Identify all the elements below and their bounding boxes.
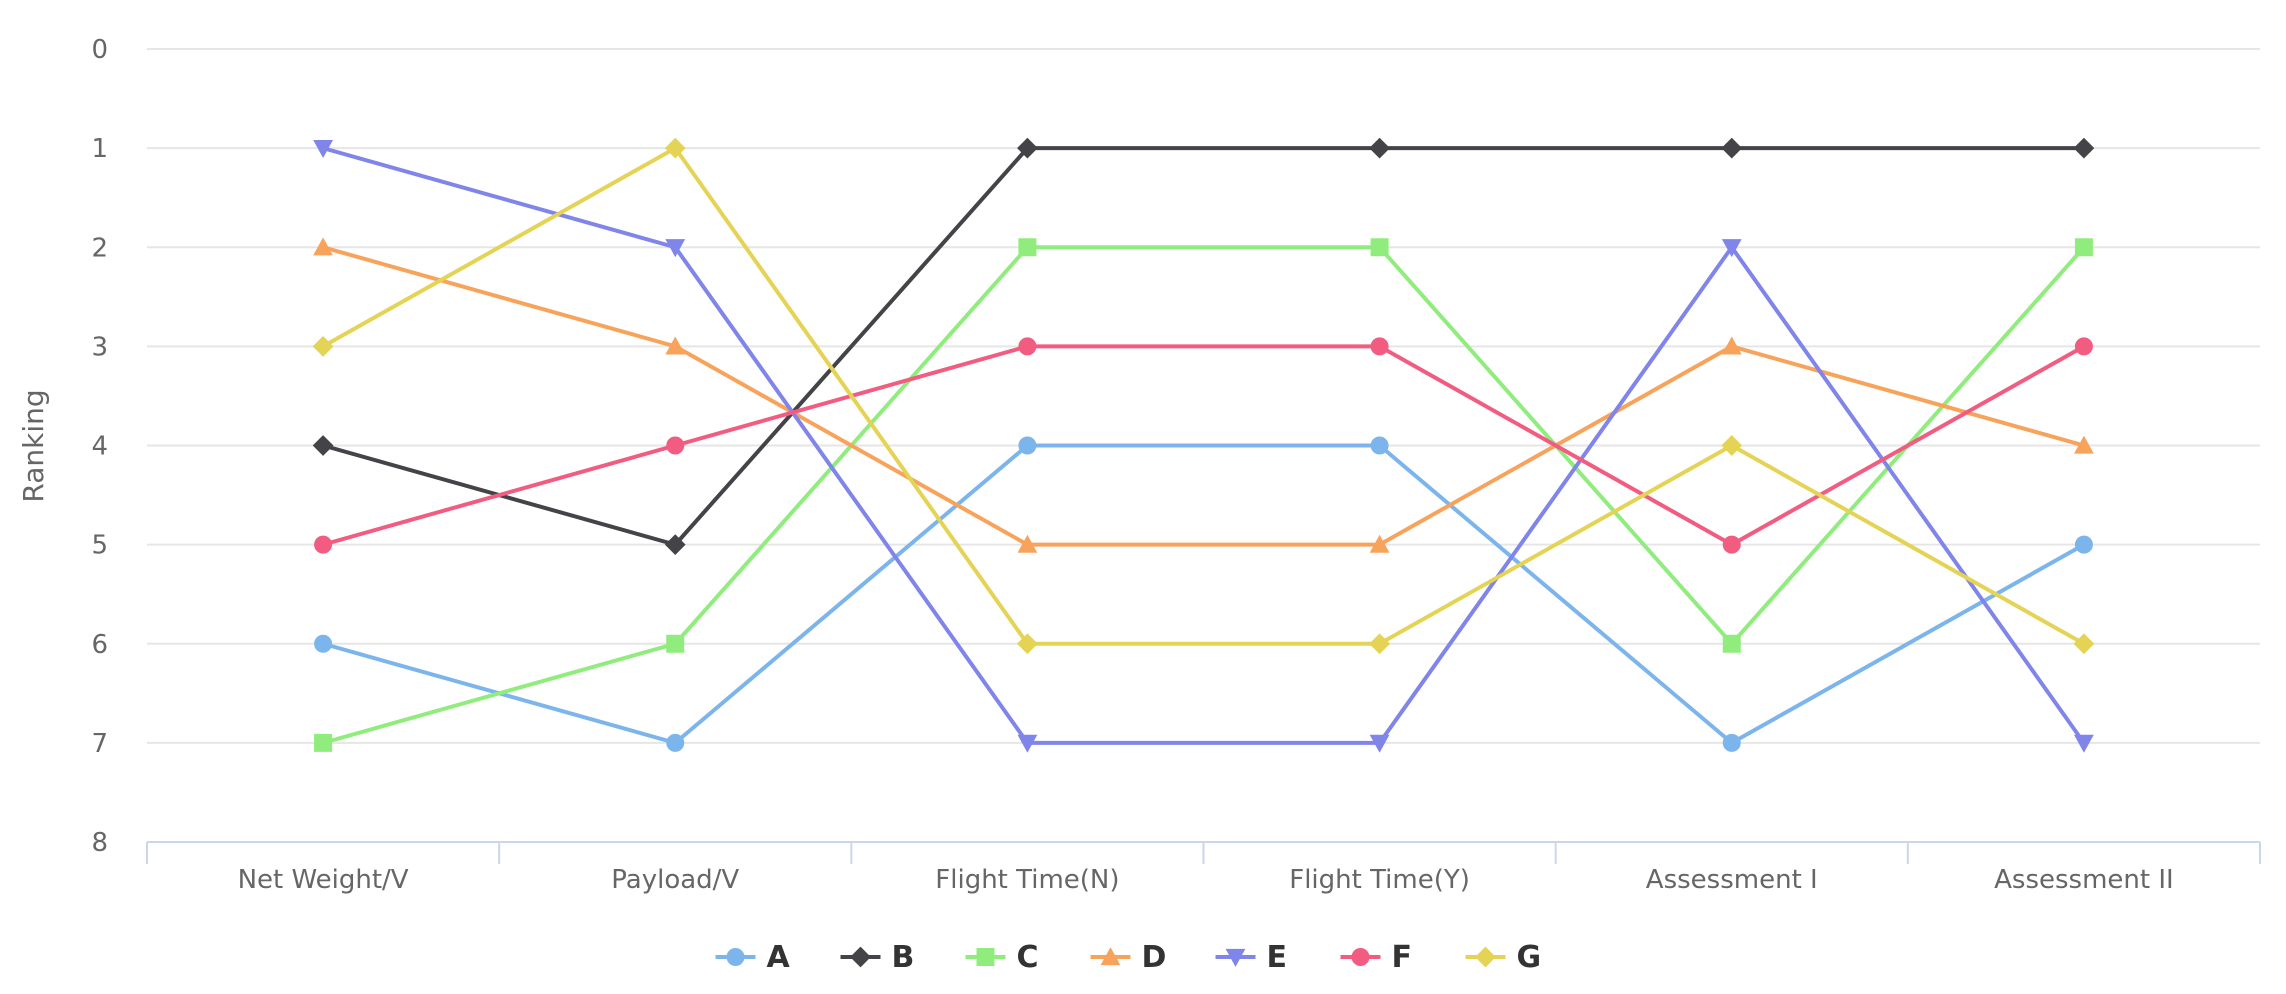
legend-item-b[interactable]: B [840,940,915,975]
y-axis: 0 1 2 3 4 5 6 7 8 [91,35,108,858]
legend-item-a[interactable]: A [715,940,791,975]
legend: A B C D E F G [715,940,1542,975]
data-point-c[interactable] [1722,634,1741,653]
legend-label: G [1517,940,1542,975]
series-b [312,137,2095,555]
data-point-d[interactable] [1017,534,1038,553]
data-point-f[interactable] [1722,535,1741,554]
data-point-a[interactable] [2074,535,2093,554]
legend-label: A [767,940,791,975]
data-point-g[interactable] [312,336,334,357]
legend-item-e[interactable]: E [1215,940,1288,975]
data-point-a[interactable] [1370,436,1389,455]
data-point-f[interactable] [314,535,333,554]
data-point-d[interactable] [2074,435,2094,454]
series-line-g [321,146,2086,646]
data-point-b[interactable] [1369,137,1390,159]
legend-marker [1351,948,1370,966]
data-point-e[interactable] [1017,734,1038,753]
legend-item-g[interactable]: G [1465,940,1542,975]
data-point-g[interactable] [1369,633,1390,655]
data-point-b[interactable] [1017,137,1038,159]
data-point-e[interactable] [313,140,333,159]
x-tick-label: Flight Time(N) [935,865,1119,895]
data-point-d[interactable] [1721,336,1742,355]
x-axis: Net Weight/V Payload/V Flight Time(N) Fligh… [146,841,2261,895]
series-layer [312,137,2095,753]
data-point-f[interactable] [2074,337,2093,356]
data-point-a[interactable] [314,634,333,653]
series-line-c [321,245,2086,745]
data-point-a[interactable] [1018,436,1037,455]
x-tick-label: Flight Time(Y) [1289,865,1470,895]
x-tick-label: Assessment II [1994,865,2174,895]
series-line-a [321,443,2086,745]
legend-marker [726,948,745,966]
y-tick-label: 0 [91,35,108,65]
y-tick-label: 1 [91,134,108,164]
legend-label: C [1017,940,1039,975]
legend-label: F [1392,940,1413,975]
data-point-e[interactable] [1369,734,1390,753]
data-point-c[interactable] [314,733,333,752]
data-point-b[interactable] [1721,137,1743,159]
data-point-c[interactable] [1018,238,1037,257]
data-point-g[interactable] [664,137,686,159]
data-point-e[interactable] [665,239,686,258]
data-point-g[interactable] [2073,633,2095,655]
data-point-g[interactable] [1721,435,1743,456]
data-point-d[interactable] [1369,534,1390,553]
y-tick-label: 6 [91,630,108,660]
data-point-c[interactable] [666,634,685,653]
x-tick-label: Assessment I [1646,865,1818,895]
data-point-a[interactable] [1722,733,1741,752]
series-line-b [321,146,2086,547]
data-point-f[interactable] [1370,337,1389,356]
series-line-f [321,344,2086,547]
data-point-e[interactable] [2074,734,2094,753]
legend-item-c[interactable]: C [965,940,1039,975]
series-line-e [321,146,2086,745]
legend-label: D [1142,940,1167,975]
y-axis-title: Ranking [17,389,50,502]
legend-marker [1225,948,1246,967]
data-point-d[interactable] [665,336,686,355]
y-tick-label: 8 [91,828,108,858]
y-tick-label: 5 [91,531,108,561]
series-d [313,237,2094,553]
data-point-g[interactable] [1017,633,1038,655]
legend-marker [1475,946,1496,968]
series-g [312,137,2095,655]
data-point-b[interactable] [2073,137,2095,159]
data-point-d[interactable] [313,237,333,256]
data-point-c[interactable] [2074,238,2093,257]
legend-label: E [1267,940,1288,975]
data-point-c[interactable] [1370,238,1389,257]
series-e [313,140,2094,753]
y-tick-label: 7 [91,729,108,759]
series-line-d [321,245,2086,547]
legend-item-d[interactable]: D [1090,940,1167,975]
legend-label: B [892,940,915,975]
data-point-b[interactable] [664,534,686,555]
series-f [314,337,2093,554]
y-tick-label: 2 [91,233,108,263]
data-point-a[interactable] [666,733,685,752]
y-tick-label: 3 [91,332,108,362]
data-point-f[interactable] [666,436,685,455]
y-tick-label: 4 [91,432,108,462]
data-point-f[interactable] [1018,337,1037,356]
data-point-b[interactable] [312,435,334,456]
legend-marker [1100,947,1121,966]
grid-layer [147,48,2260,744]
series-a [314,436,2093,752]
series-c [314,238,2093,752]
legend-item-f[interactable]: F [1340,940,1413,975]
legend-marker [976,948,995,966]
x-tick-label: Net Weight/V [238,865,409,895]
legend-marker [850,946,871,968]
data-point-e[interactable] [1721,239,1742,258]
x-tick-label: Payload/V [611,865,739,895]
